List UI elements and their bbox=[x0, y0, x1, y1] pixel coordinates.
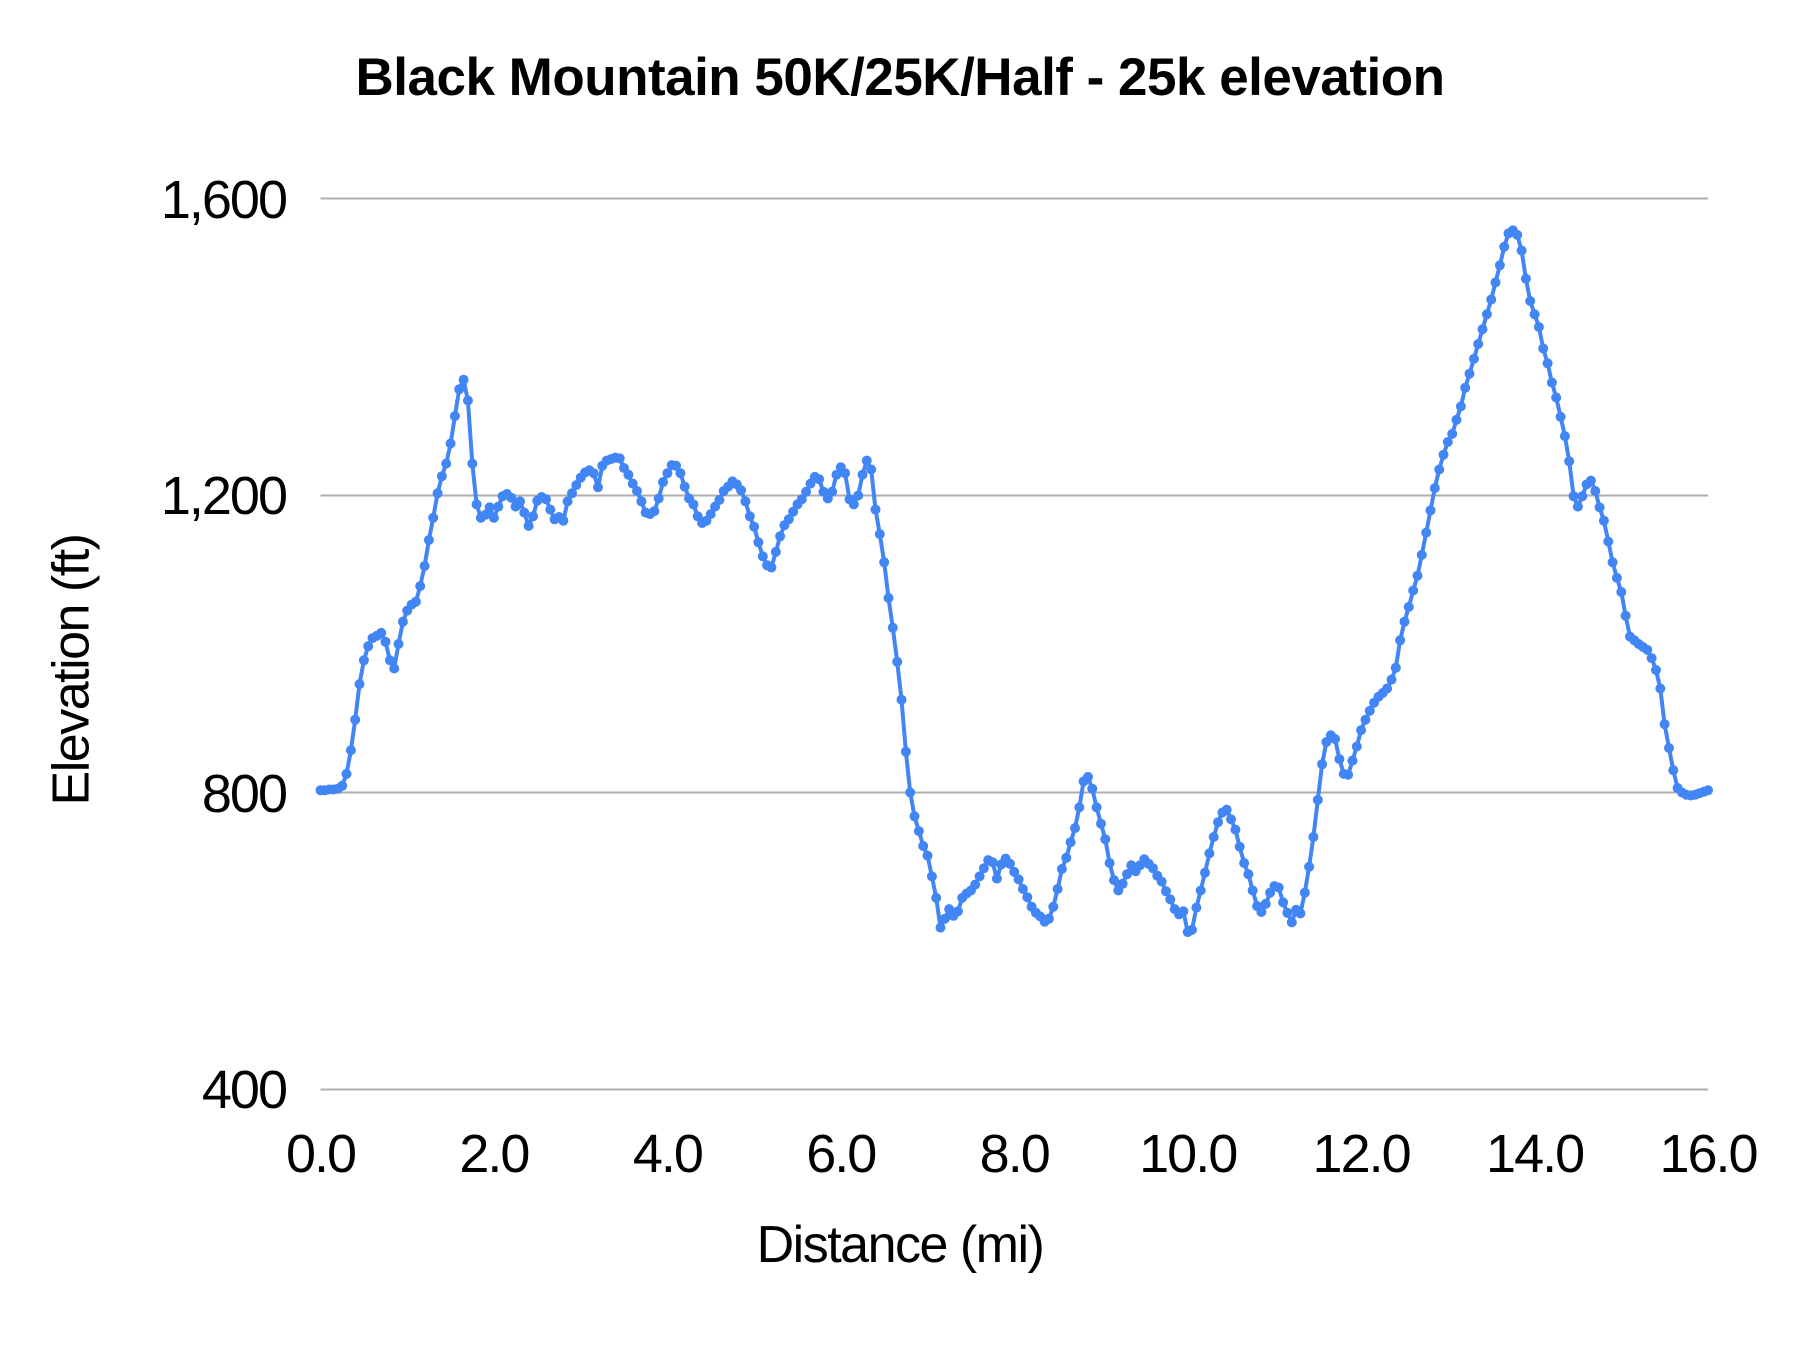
svg-text:Elevation (ft): Elevation (ft) bbox=[43, 535, 101, 806]
svg-text:0.0: 0.0 bbox=[286, 1124, 355, 1184]
svg-text:1,200: 1,200 bbox=[161, 466, 286, 526]
svg-text:Distance (mi): Distance (mi) bbox=[757, 1216, 1044, 1274]
svg-text:2.0: 2.0 bbox=[459, 1124, 528, 1184]
svg-text:12.0: 12.0 bbox=[1313, 1124, 1410, 1184]
svg-text:Black Mountain 50K/25K/Half -: Black Mountain 50K/25K/Half - 25k elevat… bbox=[356, 48, 1445, 107]
svg-text:800: 800 bbox=[202, 764, 286, 824]
svg-text:10.0: 10.0 bbox=[1139, 1124, 1236, 1184]
svg-text:1,600: 1,600 bbox=[161, 170, 286, 230]
svg-text:14.0: 14.0 bbox=[1486, 1124, 1583, 1184]
svg-text:8.0: 8.0 bbox=[980, 1124, 1049, 1184]
svg-text:6.0: 6.0 bbox=[806, 1124, 875, 1184]
svg-text:16.0: 16.0 bbox=[1659, 1124, 1756, 1184]
svg-text:400: 400 bbox=[202, 1060, 286, 1120]
svg-text:4.0: 4.0 bbox=[633, 1124, 702, 1184]
